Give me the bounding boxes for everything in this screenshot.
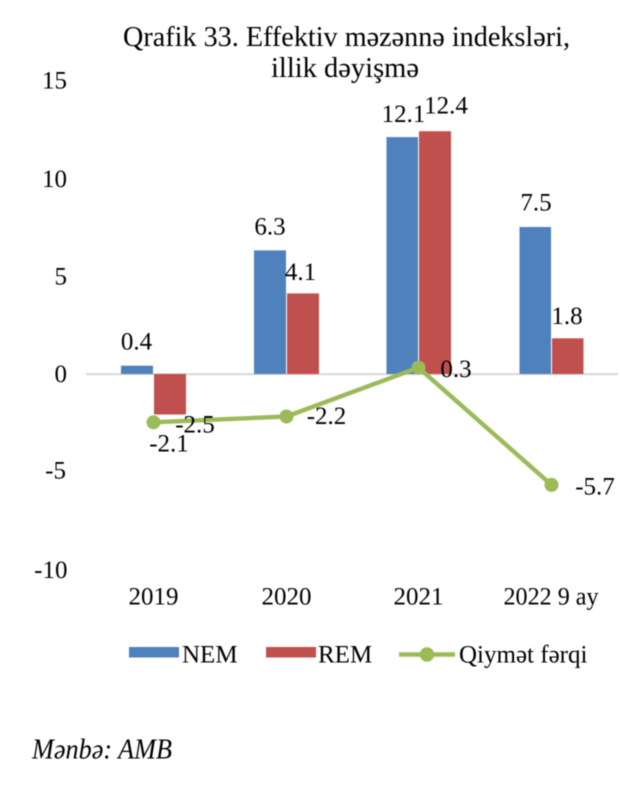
svg-text:REM: REM [318, 642, 372, 669]
svg-text:1.8: 1.8 [551, 303, 582, 330]
svg-text:5: 5 [55, 263, 68, 290]
svg-text:2022 9 ay: 2022 9 ay [504, 583, 599, 610]
svg-text:-2.2: -2.2 [307, 403, 347, 430]
svg-text:0.4: 0.4 [121, 328, 153, 355]
svg-text:7.5: 7.5 [520, 189, 551, 216]
svg-text:Qrafik 33. Effektiv məzənnə in: Qrafik 33. Effektiv məzənnə indeksləri, [123, 21, 570, 53]
svg-text:0: 0 [55, 361, 68, 388]
svg-text:-2.1: -2.1 [149, 430, 189, 457]
svg-text:-10: -10 [34, 557, 67, 584]
svg-text:2020: 2020 [262, 583, 312, 610]
svg-text:2019: 2019 [129, 583, 179, 610]
svg-text:12.1: 12.1 [382, 101, 426, 128]
svg-text:-5: -5 [45, 458, 66, 485]
svg-text:-5.7: -5.7 [575, 473, 615, 500]
svg-text:10: 10 [42, 166, 67, 193]
svg-text:0.3: 0.3 [440, 356, 471, 383]
svg-text:Qiymət fərqi: Qiymət fərqi [459, 642, 587, 669]
svg-text:Mənbə: AMB: Mənbə: AMB [31, 735, 172, 766]
svg-text:6.3: 6.3 [254, 213, 285, 240]
svg-text:illik dəyişmə: illik dəyişmə [271, 52, 419, 84]
svg-text:4.1: 4.1 [285, 259, 316, 286]
svg-text:12.4: 12.4 [424, 92, 468, 119]
svg-text:15: 15 [42, 68, 67, 95]
svg-text:-2.5: -2.5 [175, 411, 215, 438]
svg-text:2021: 2021 [394, 583, 444, 610]
svg-text:NEM: NEM [182, 642, 238, 669]
